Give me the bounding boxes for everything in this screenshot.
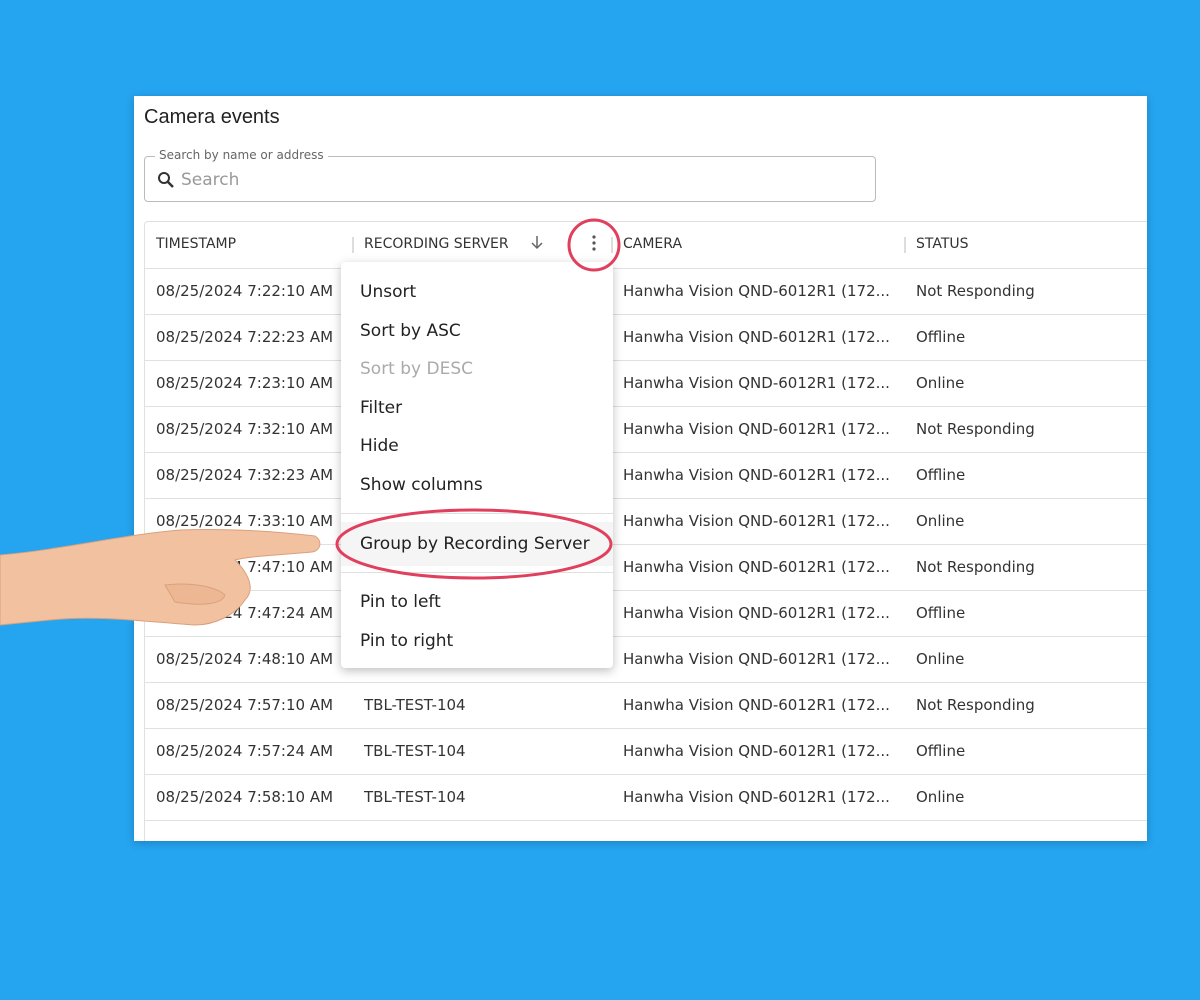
table-cell: 08/25/2024 7:32:10 AM: [156, 420, 334, 438]
table-cell: Offline: [916, 742, 966, 760]
row-divider: [145, 682, 1147, 683]
table-cell: Hanwha Vision QND-6012R1 (172...: [623, 328, 890, 346]
table-cell: 08/25/2024 7:33:10 AM: [156, 512, 334, 530]
table-cell: Hanwha Vision QND-6012R1 (172...: [623, 604, 890, 622]
row-divider: [145, 314, 1147, 315]
table-cell: Online: [916, 650, 965, 668]
menu-item[interactable]: Sort by ASC: [360, 321, 461, 341]
table-cell: 08/25/2024 7:22:10 AM: [156, 282, 334, 300]
column-menu: Unsort Sort by ASC Sort by DESC Filter Hide S…: [341, 262, 613, 668]
column-header[interactable]: CAMERA: [623, 236, 683, 252]
sort-arrow: [530, 233, 544, 251]
table-cell: 08/25/2024 7:57:10 AM: [156, 696, 334, 714]
table-cell: Online: [916, 374, 965, 392]
table-cell: Hanwha Vision QND-6012R1 (172...: [623, 788, 890, 806]
row-divider: [145, 544, 1147, 545]
menu-item[interactable]: Hide: [360, 436, 399, 456]
table-cell: Offline: [916, 466, 966, 484]
table-cell: Not Responding: [916, 420, 1035, 438]
table-cell: 08/25/2024 7:32:23 AM: [156, 466, 334, 484]
column-separator: [611, 237, 613, 253]
table-cell: Hanwha Vision QND-6012R1 (172...: [623, 282, 890, 300]
panel-title: Camera events: [144, 106, 280, 128]
table-cell: Hanwha Vision QND-6012R1 (172...: [623, 696, 890, 714]
table-cell: 08/25/2024 7:58:10 AM: [156, 788, 334, 806]
row-divider: [145, 360, 1147, 361]
table-cell: Not Responding: [916, 696, 1035, 714]
table-cell: Hanwha Vision QND-6012R1 (172...: [623, 650, 890, 668]
table-cell: 08/25/2024 7:48:10 AM: [156, 650, 334, 668]
table-cell: Online: [916, 788, 965, 806]
table-cell: Online: [916, 512, 965, 530]
table-cell: TBL-TEST-104: [364, 696, 466, 714]
table-cell: 08/25/2024 7:22:23 AM: [156, 328, 334, 346]
row-divider: [145, 820, 1147, 821]
table-cell: Hanwha Vision QND-6012R1 (172...: [623, 558, 890, 576]
search-field[interactable]: Search by name or address Search: [144, 148, 876, 202]
menu-item[interactable]: Show columns: [360, 475, 483, 495]
table-cell: 08/25/2024 7:23:10 AM: [156, 374, 334, 392]
row-divider: [145, 268, 1147, 269]
row-divider: [145, 774, 1147, 775]
table-cell: Hanwha Vision QND-6012R1 (172...: [623, 374, 890, 392]
menu-item: Sort by DESC: [360, 359, 473, 379]
highlight-ellipse: [335, 508, 613, 580]
menu-item[interactable]: Pin to right: [360, 631, 454, 651]
table-cell: Hanwha Vision QND-6012R1 (172...: [623, 466, 890, 484]
column-separator: [352, 237, 354, 253]
search-label: Search by name or address: [155, 148, 328, 162]
table-cell: Not Responding: [916, 282, 1035, 300]
table-cell: Not Responding: [916, 558, 1035, 576]
table-cell: Hanwha Vision QND-6012R1 (172...: [623, 420, 890, 438]
menu-item[interactable]: Pin to left: [360, 592, 441, 612]
row-divider: [145, 636, 1147, 637]
column-header[interactable]: RECORDING SERVER: [364, 236, 509, 252]
row-divider: [145, 590, 1147, 591]
panel: Camera events Search by name or address …: [134, 96, 1147, 841]
row-divider: [145, 406, 1147, 407]
column-menu-button[interactable]: [590, 234, 598, 252]
row-divider: [145, 498, 1147, 499]
search-icon: [158, 172, 174, 188]
row-divider: [145, 728, 1147, 729]
pointing-hand: [0, 528, 321, 626]
table-cell: 08/25/2024 7:57:24 AM: [156, 742, 334, 760]
column-header[interactable]: STATUS: [916, 236, 969, 252]
table-cell: Hanwha Vision QND-6012R1 (172...: [623, 742, 890, 760]
menu-item[interactable]: Unsort: [360, 282, 417, 302]
table-cell: Offline: [916, 328, 966, 346]
menu-divider: [341, 513, 613, 514]
menu-item[interactable]: Group by Recording Server: [360, 534, 590, 554]
column-header[interactable]: TIMESTAMP: [156, 236, 237, 252]
column-separator: [904, 237, 906, 253]
row-divider: [145, 452, 1147, 453]
menu-divider: [341, 572, 613, 573]
table-cell: TBL-TEST-104: [364, 742, 466, 760]
table-cell: TBL-TEST-104: [364, 788, 466, 806]
menu-item-highlight: [341, 522, 613, 566]
menu-item[interactable]: Filter: [360, 398, 403, 418]
table-cell: Hanwha Vision QND-6012R1 (172...: [623, 512, 890, 530]
table: TIMESTAMP RECORDING SERVER CAMERA STATUS 08/…: [144, 221, 1147, 841]
search-placeholder: Search: [181, 170, 240, 190]
highlight-circle: [567, 218, 621, 272]
table-cell: Offline: [916, 604, 966, 622]
